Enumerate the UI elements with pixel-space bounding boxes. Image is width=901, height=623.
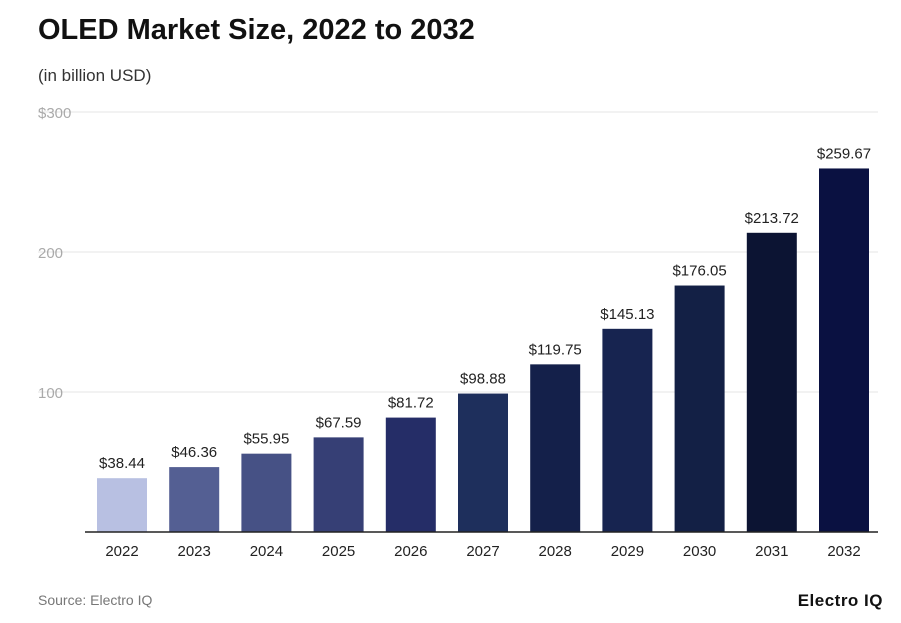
bar-value-labels: $38.44 $46.36 $55.95 $67.59 $81.72 $98.88 $119… bbox=[99, 145, 871, 472]
bar bbox=[385, 417, 436, 532]
bar bbox=[313, 437, 364, 532]
bar-value-label: $38.44 bbox=[99, 455, 145, 472]
x-tick-label: 2024 bbox=[250, 543, 283, 560]
source-note: Source: Electro IQ bbox=[38, 592, 153, 608]
y-tick-label: 200 bbox=[38, 245, 63, 262]
y-axis-ticks: $300 200 100 bbox=[38, 105, 71, 402]
bar-value-label: $98.88 bbox=[460, 371, 506, 388]
bar bbox=[819, 168, 869, 532]
x-tick-label: 2026 bbox=[394, 543, 427, 560]
bar bbox=[674, 285, 725, 532]
bar bbox=[746, 232, 797, 533]
chart-title: OLED Market Size, 2022 to 2032 bbox=[38, 14, 475, 46]
bar-value-label: $213.72 bbox=[745, 210, 799, 227]
grid-lines bbox=[38, 111, 878, 393]
chart-subtitle: (in billion USD) bbox=[38, 66, 152, 85]
x-tick-label: 2023 bbox=[178, 543, 211, 560]
brand-logo: Electro IQ bbox=[797, 591, 883, 610]
x-tick-label: 2022 bbox=[105, 543, 138, 560]
bar-value-label: $67.59 bbox=[316, 414, 362, 431]
x-tick-label: 2032 bbox=[827, 543, 860, 560]
x-tick-label: 2029 bbox=[611, 543, 644, 560]
x-tick-label: 2028 bbox=[539, 543, 572, 560]
x-tick-label: 2030 bbox=[683, 543, 716, 560]
y-tick-label: 100 bbox=[38, 385, 63, 402]
x-tick-label: 2025 bbox=[322, 543, 355, 560]
bar bbox=[602, 328, 653, 532]
bar-value-label: $46.36 bbox=[171, 444, 217, 461]
bar bbox=[169, 467, 220, 532]
bars bbox=[97, 168, 869, 533]
x-tick-label: 2031 bbox=[755, 543, 788, 560]
x-axis-ticks: 2022 2023 2024 2025 2026 2027 2028 2029 2030 2031… bbox=[105, 543, 860, 560]
bar-value-label: $55.95 bbox=[243, 431, 289, 448]
bar-value-label: $259.67 bbox=[817, 145, 871, 162]
bar-value-label: $176.05 bbox=[672, 263, 726, 280]
bar bbox=[530, 364, 581, 532]
bar bbox=[458, 393, 508, 532]
bar-value-label: $145.13 bbox=[600, 306, 654, 323]
y-tick-label: $300 bbox=[38, 105, 71, 122]
bar bbox=[97, 478, 147, 532]
bar-value-label: $81.72 bbox=[388, 395, 434, 412]
x-tick-label: 2027 bbox=[466, 543, 499, 560]
bar bbox=[241, 453, 292, 532]
bar-value-label: $119.75 bbox=[529, 341, 582, 358]
